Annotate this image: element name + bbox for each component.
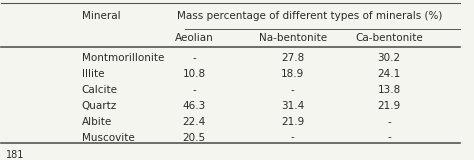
Text: Ca-bentonite: Ca-bentonite [355, 33, 423, 43]
Text: 24.1: 24.1 [377, 69, 401, 79]
Text: -: - [192, 85, 196, 95]
Text: Montmorillonite: Montmorillonite [82, 53, 164, 63]
Text: 18.9: 18.9 [281, 69, 304, 79]
Text: 27.8: 27.8 [281, 53, 304, 63]
Text: 20.5: 20.5 [182, 132, 206, 143]
Text: -: - [291, 132, 295, 143]
Text: 31.4: 31.4 [281, 101, 304, 111]
Text: Muscovite: Muscovite [82, 132, 135, 143]
Text: Na-bentonite: Na-bentonite [259, 33, 327, 43]
Text: Quartz: Quartz [82, 101, 117, 111]
Text: -: - [192, 53, 196, 63]
Text: 181: 181 [6, 150, 24, 160]
Text: 21.9: 21.9 [377, 101, 401, 111]
Text: -: - [387, 117, 391, 127]
Text: Illite: Illite [82, 69, 104, 79]
Text: Aeolian: Aeolian [175, 33, 213, 43]
Text: 22.4: 22.4 [182, 117, 206, 127]
Text: Mass percentage of different types of minerals (%): Mass percentage of different types of mi… [177, 11, 443, 21]
Text: 46.3: 46.3 [182, 101, 206, 111]
Text: Calcite: Calcite [82, 85, 118, 95]
Text: Mineral: Mineral [82, 11, 120, 21]
Text: 21.9: 21.9 [281, 117, 304, 127]
Text: 30.2: 30.2 [378, 53, 401, 63]
Text: -: - [387, 132, 391, 143]
Text: -: - [291, 85, 295, 95]
Text: Albite: Albite [82, 117, 112, 127]
Text: 13.8: 13.8 [377, 85, 401, 95]
Text: 10.8: 10.8 [182, 69, 206, 79]
